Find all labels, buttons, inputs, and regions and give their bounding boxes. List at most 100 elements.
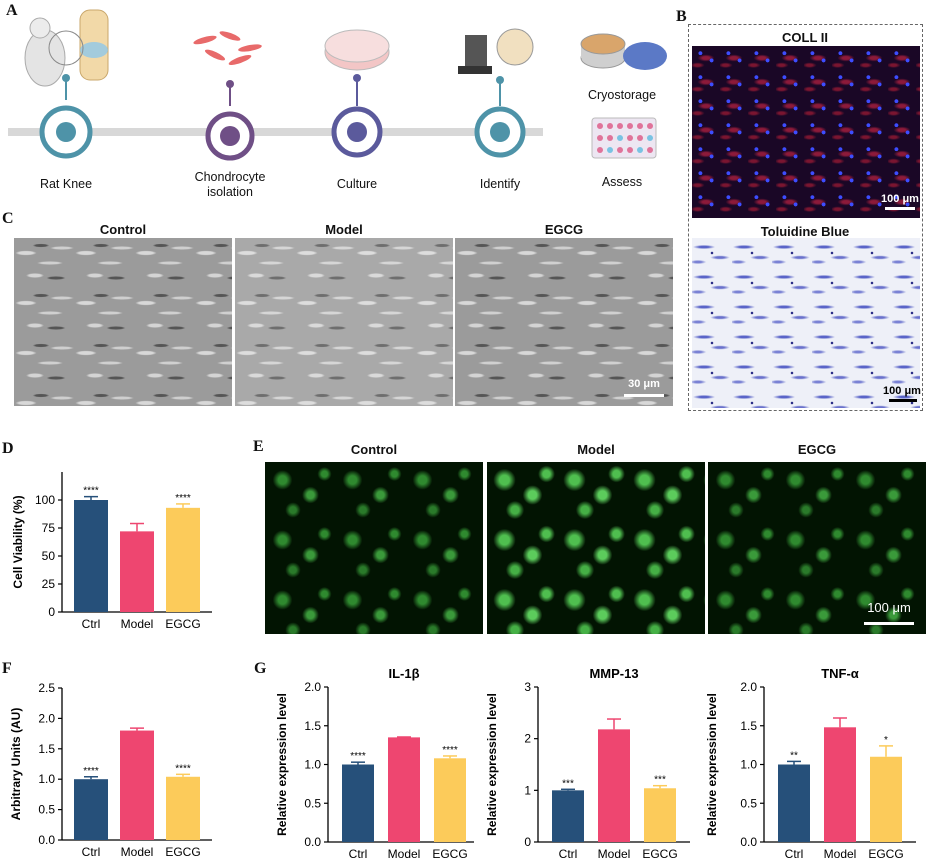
scale-bar-e bbox=[864, 622, 914, 625]
panel-label-b: B bbox=[676, 8, 687, 25]
chart-title-g3: TNF-α bbox=[821, 666, 859, 681]
rat-knee-icon bbox=[24, 9, 109, 87]
bar-d-ctrl bbox=[74, 500, 108, 612]
y-axis-label-d: Cell Viability (%) bbox=[11, 495, 25, 588]
y-tick-label-g2-2: 2 bbox=[524, 732, 531, 746]
category-label-g1-1: Model bbox=[388, 847, 421, 861]
timeline-graphic bbox=[8, 9, 667, 161]
well-plate-icon bbox=[591, 117, 657, 159]
step-chondrocyte-isolation: Chondrocyte isolation bbox=[194, 170, 266, 199]
y-axis-label-g1: Relative expression level bbox=[275, 693, 289, 836]
y-tick-label-d-2: 50 bbox=[42, 549, 56, 563]
y-tick-label-g3-3: 1.5 bbox=[740, 719, 757, 733]
chart-g-tnfa: 0.0 0.5 1.0 1.5 2.0 Relative expression level… bbox=[705, 666, 916, 861]
y-tick-label-g1-4: 2.0 bbox=[304, 680, 321, 694]
panel-label-c: C bbox=[2, 210, 14, 227]
panel-label-g: G bbox=[254, 660, 267, 677]
significance-g3-0: ** bbox=[790, 750, 798, 761]
toluidine-image bbox=[692, 238, 920, 408]
step-cryostorage: Cryostorage bbox=[587, 88, 657, 102]
chart-title-g1: IL-1β bbox=[388, 666, 419, 681]
significance-d-2: **** bbox=[175, 493, 191, 504]
category-label-g1-2: EGCG bbox=[432, 847, 467, 861]
y-tick-label-d-1: 25 bbox=[42, 577, 56, 591]
y-tick-label-g3-2: 1.0 bbox=[740, 758, 757, 772]
significance-f-0: **** bbox=[83, 766, 99, 777]
y-tick-label-f-2: 1.0 bbox=[38, 772, 55, 786]
scale-label-toluidine: 100 μm bbox=[883, 385, 921, 397]
panel-label-d: D bbox=[2, 440, 14, 457]
category-label-g2-1: Model bbox=[598, 847, 631, 861]
c-image-egcg bbox=[455, 238, 673, 406]
y-tick-label-g1-0: 0.0 bbox=[304, 835, 321, 849]
panel-label-e: E bbox=[253, 438, 264, 455]
step-identify: Identify bbox=[479, 177, 521, 191]
scale-bar-c bbox=[624, 394, 664, 397]
category-label-d-1: Model bbox=[121, 617, 154, 631]
c-title-control: Control bbox=[99, 222, 147, 237]
significance-g1-2: **** bbox=[442, 745, 458, 756]
y-tick-label-g2-1: 1 bbox=[524, 783, 531, 797]
bar-g1-egcg bbox=[434, 758, 466, 842]
y-tick-label-g3-0: 0.0 bbox=[740, 835, 757, 849]
c-title-egcg: EGCG bbox=[544, 222, 584, 237]
panel-b-frame bbox=[688, 24, 923, 411]
y-axis-label-g3: Relative expression level bbox=[705, 693, 719, 836]
e-image-model bbox=[487, 462, 705, 634]
category-label-f-0: Ctrl bbox=[82, 845, 101, 859]
chart-f: 0.0 0.5 1.0 1.5 2.0 2.5 Arbitrary Units (AU) **… bbox=[9, 681, 212, 859]
y-tick-label-g3-1: 0.5 bbox=[740, 796, 757, 810]
e-title-egcg: EGCG bbox=[797, 442, 837, 457]
y-tick-label-g1-2: 1.0 bbox=[304, 758, 321, 772]
panel-label-a: A bbox=[6, 2, 18, 19]
category-label-g3-1: Model bbox=[824, 847, 857, 861]
y-tick-label-g1-3: 1.5 bbox=[304, 719, 321, 733]
category-label-g1-0: Ctrl bbox=[349, 847, 368, 861]
bar-g2-model bbox=[598, 729, 630, 842]
y-axis-label-f: Arbitrary Units (AU) bbox=[9, 708, 23, 821]
chart-title-g2: MMP-13 bbox=[589, 666, 638, 681]
y-axis-label-g2: Relative expression level bbox=[485, 693, 499, 836]
y-tick-label-d-4: 100 bbox=[35, 493, 55, 507]
y-tick-label-d-3: 75 bbox=[42, 521, 56, 535]
significance-d-0: **** bbox=[83, 486, 99, 497]
c-image-model bbox=[235, 238, 453, 406]
bar-d-egcg bbox=[166, 507, 200, 612]
bar-g3-model bbox=[824, 727, 856, 842]
category-label-g2-0: Ctrl bbox=[559, 847, 578, 861]
chart-g-il1b: 0.0 0.5 1.0 1.5 2.0 Relative expression level… bbox=[275, 666, 474, 861]
bar-f-egcg bbox=[166, 776, 200, 840]
chart-d: 0 25 50 75 100 Cell Viability (%) **** Ctrl Mode… bbox=[11, 472, 212, 631]
bar-d-model bbox=[120, 531, 154, 612]
step-culture: Culture bbox=[336, 177, 378, 191]
category-label-d-2: EGCG bbox=[165, 617, 200, 631]
significance-g3-2: * bbox=[884, 735, 888, 746]
category-label-g3-2: EGCG bbox=[868, 847, 903, 861]
significance-f-2: **** bbox=[175, 763, 191, 774]
microscope-icon bbox=[458, 28, 534, 74]
bar-g1-model bbox=[388, 737, 420, 842]
y-tick-label-f-0: 0.0 bbox=[38, 833, 55, 847]
e-image-egcg bbox=[708, 462, 926, 634]
scale-label-coll: 100 μm bbox=[881, 193, 919, 205]
chart-g-mmp13: 0 1 2 3 Relative expression level MMP-13 *** Ct… bbox=[485, 666, 690, 861]
chondrocyte-cells-icon bbox=[193, 31, 262, 65]
coll-ii-title: COLL II bbox=[782, 30, 828, 45]
step-rat-knee: Rat Knee bbox=[39, 177, 93, 191]
bar-f-model bbox=[120, 730, 154, 840]
category-label-d-0: Ctrl bbox=[82, 617, 101, 631]
category-label-f-2: EGCG bbox=[165, 845, 200, 859]
y-tick-label-g2-0: 0 bbox=[524, 835, 531, 849]
scale-label-e: 100 μm bbox=[867, 600, 911, 615]
bar-g2-egcg bbox=[644, 788, 676, 842]
c-title-model: Model bbox=[325, 222, 363, 237]
significance-g1-0: **** bbox=[350, 751, 366, 762]
scale-label-c: 30 μm bbox=[628, 378, 660, 390]
bar-g1-ctrl bbox=[342, 764, 374, 842]
bar-g2-ctrl bbox=[552, 790, 584, 842]
e-title-control: Control bbox=[350, 442, 398, 457]
step-assess: Assess bbox=[601, 175, 643, 189]
category-label-g3-0: Ctrl bbox=[785, 847, 804, 861]
panel-label-f: F bbox=[2, 660, 12, 677]
coll-ii-image bbox=[692, 46, 920, 218]
